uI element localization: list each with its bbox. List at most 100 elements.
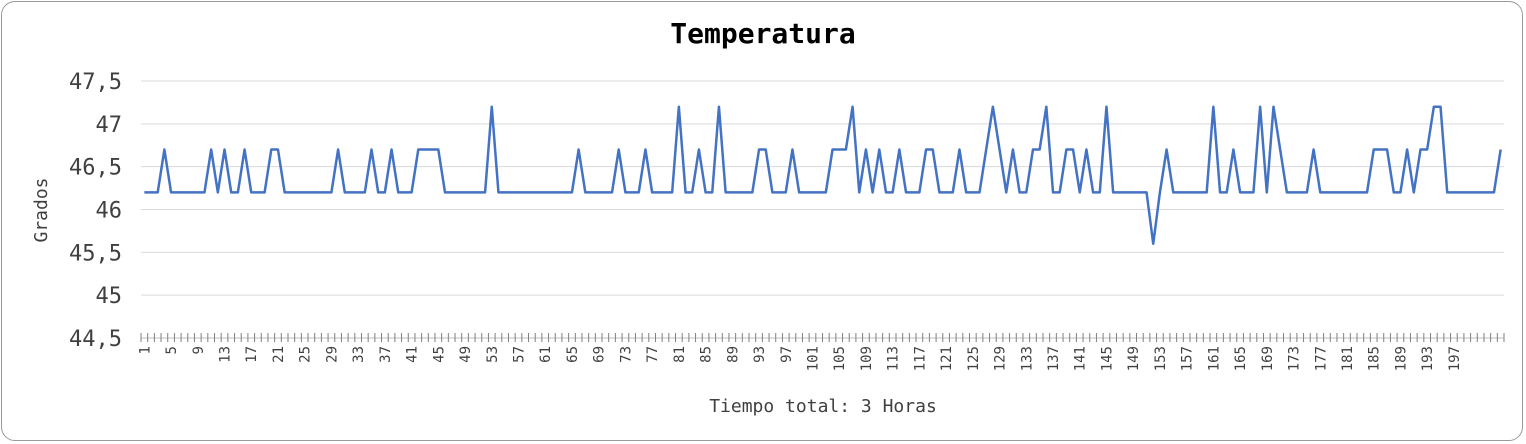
- data-point: [1493, 192, 1495, 194]
- x-tick-label: 109: [859, 346, 875, 371]
- data-point: [544, 192, 546, 194]
- data-point: [1099, 192, 1101, 194]
- data-point: [678, 106, 680, 108]
- data-point: [464, 192, 466, 194]
- data-point: [1346, 192, 1348, 194]
- data-point: [1126, 192, 1128, 194]
- data-point: [204, 192, 206, 194]
- data-point: [478, 192, 480, 194]
- data-point: [1326, 192, 1328, 194]
- data-point: [1466, 192, 1468, 194]
- data-point: [932, 149, 934, 151]
- data-point: [404, 192, 406, 194]
- data-point: [157, 192, 159, 194]
- data-point: [1373, 149, 1375, 151]
- data-point: [1179, 192, 1181, 194]
- data-point: [357, 192, 359, 194]
- x-tick-label: 81: [672, 346, 688, 363]
- data-point: [939, 192, 941, 194]
- x-tick-label: 37: [378, 346, 394, 363]
- data-point: [878, 149, 880, 151]
- data-point: [899, 149, 901, 151]
- data-point: [210, 149, 212, 151]
- chart-title: Temperatura: [670, 17, 855, 50]
- data-point: [558, 192, 560, 194]
- data-point: [945, 192, 947, 194]
- x-tick-label: 69: [592, 346, 608, 363]
- data-point: [411, 192, 413, 194]
- data-point: [838, 149, 840, 151]
- data-point: [979, 192, 981, 194]
- data-point: [598, 192, 600, 194]
- data-point: [331, 192, 333, 194]
- data-point: [1340, 192, 1342, 194]
- data-point: [745, 192, 747, 194]
- data-point: [658, 192, 660, 194]
- data-point: [1246, 192, 1248, 194]
- data-point: [1293, 192, 1295, 194]
- x-tick-label: 105: [832, 346, 848, 371]
- data-point: [237, 192, 239, 194]
- data-point: [1172, 192, 1174, 194]
- data-point: [825, 192, 827, 194]
- data-point: [397, 192, 399, 194]
- x-tick-label: 101: [805, 346, 821, 371]
- data-point: [1039, 149, 1041, 151]
- x-tick-label: 161: [1206, 346, 1222, 371]
- data-point: [417, 149, 419, 151]
- data-point: [752, 192, 754, 194]
- x-tick-label: 169: [1260, 346, 1276, 371]
- data-point: [1119, 192, 1121, 194]
- data-point: [892, 192, 894, 194]
- x-axis-label: Tiempo total: 3 Horas: [709, 396, 937, 417]
- data-point: [625, 192, 627, 194]
- x-tick-label: 149: [1126, 346, 1142, 371]
- y-axis-ticks: 44,5 45 45,5 46 46,5 47 47,5: [69, 70, 122, 352]
- x-axis: 1 5 9 13 17 21 25 29 33 37 41 45 49 53 57 61 65 69 73 77 81 8…: [137, 333, 1505, 371]
- data-point: [865, 149, 867, 151]
- gridlines: [141, 80, 1504, 296]
- data-point: [230, 192, 232, 194]
- data-point: [798, 192, 800, 194]
- data-point: [1032, 149, 1034, 151]
- y-tick-label: 46,5: [69, 156, 122, 181]
- x-tick-label: 165: [1233, 346, 1249, 371]
- x-tick-label: 29: [324, 346, 340, 363]
- data-point: [177, 192, 179, 194]
- data-point: [277, 149, 279, 151]
- data-point: [304, 192, 306, 194]
- data-point: [758, 149, 760, 151]
- data-point: [317, 192, 319, 194]
- data-point: [1273, 106, 1275, 108]
- x-tick-label: 13: [218, 346, 234, 363]
- data-point: [1206, 192, 1208, 194]
- data-point: [1025, 192, 1027, 194]
- data-point: [1239, 192, 1241, 194]
- data-point: [438, 149, 440, 151]
- data-point: [1046, 106, 1048, 108]
- x-tick-label: 129: [993, 346, 1009, 371]
- data-point: [1086, 149, 1088, 151]
- x-tick-label: 25: [298, 346, 314, 363]
- data-point: [1446, 192, 1448, 194]
- data-point: [484, 192, 486, 194]
- data-point: [311, 192, 313, 194]
- data-point: [270, 149, 272, 151]
- data-point: [1132, 192, 1134, 194]
- data-point: [1460, 192, 1462, 194]
- data-point: [324, 192, 326, 194]
- data-point: [1019, 192, 1021, 194]
- data-point: [972, 192, 974, 194]
- data-point: [645, 149, 647, 151]
- data-point: [1279, 149, 1281, 151]
- data-point: [872, 192, 874, 194]
- data-point: [518, 192, 520, 194]
- x-tick-label: 1: [137, 346, 153, 354]
- data-point: [792, 149, 794, 151]
- data-point: [919, 192, 921, 194]
- data-point: [705, 192, 707, 194]
- data-point: [959, 149, 961, 151]
- data-point: [444, 192, 446, 194]
- x-tick-label: 85: [699, 346, 715, 363]
- series-layer: [144, 105, 1502, 246]
